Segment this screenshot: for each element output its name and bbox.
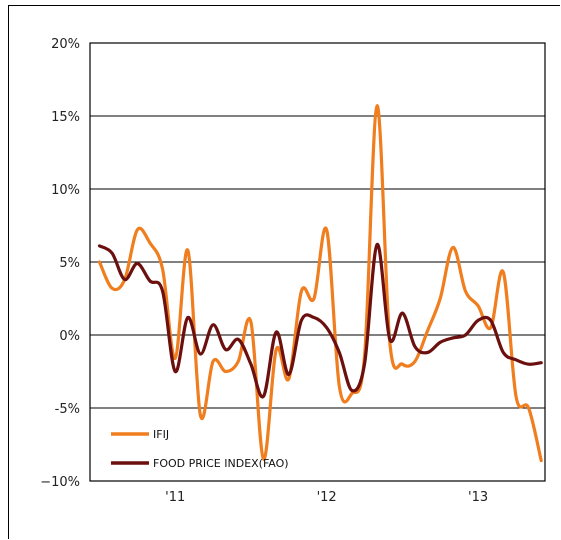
x-tick-label: '13 (468, 490, 488, 505)
fao-food-price-index-line (97, 242, 543, 399)
y-tick-label: 20% (51, 37, 80, 52)
chart-frame (8, 5, 560, 539)
y-tick-label: −10% (40, 475, 80, 490)
y-tick-label: 10% (51, 183, 80, 198)
y-tick-label: 5% (59, 256, 80, 271)
ifij-series-line (97, 104, 543, 463)
y-tick-label: -5% (55, 402, 80, 417)
y-tick-label: 15% (51, 110, 80, 125)
x-tick-label: '12 (317, 490, 337, 505)
x-tick-label: '11 (165, 490, 185, 505)
plot-area-border (89, 42, 546, 482)
legend-label: IFIJ (153, 428, 169, 441)
legend-label: FOOD PRICE INDEX(FAO) (153, 457, 289, 470)
y-tick-label: 0% (59, 329, 80, 344)
